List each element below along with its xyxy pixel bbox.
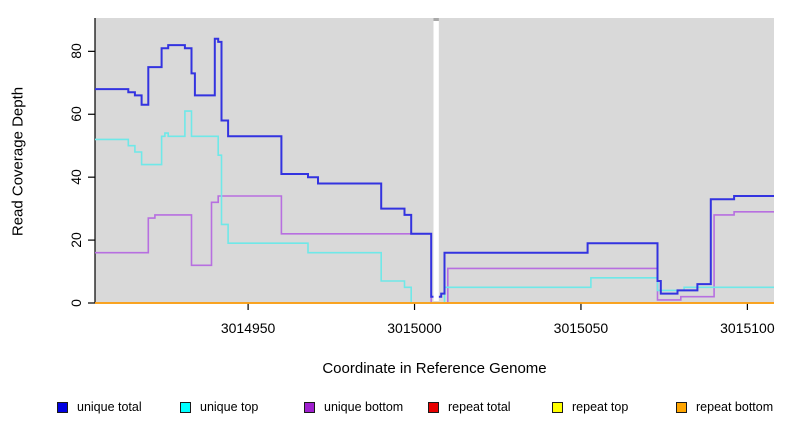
legend-swatch-unique-top	[180, 401, 191, 413]
legend-label: repeat total	[448, 400, 511, 414]
legend-swatch-repeat-top	[552, 401, 563, 413]
y-tick-label: 60	[68, 106, 84, 123]
y-tick-label: 0	[68, 299, 84, 307]
series-unique-top-line	[95, 110, 774, 304]
legend-swatch-unique-total	[57, 401, 68, 413]
legend-swatch-repeat-bottom	[676, 401, 687, 413]
legend-label: repeat top	[572, 400, 629, 414]
legend-item-unique-total: unique total	[57, 398, 142, 416]
x-axis-title: Coordinate in Reference Genome	[322, 360, 547, 377]
x-tick-label: 3015050	[553, 320, 609, 336]
legend-swatch-repeat-total	[428, 401, 439, 413]
legend-item-repeat-total: repeat total	[428, 398, 511, 416]
series-unique-bottom-line	[95, 195, 774, 304]
missing-data-gap-cap	[433, 18, 439, 21]
legend-label: unique bottom	[324, 400, 404, 414]
legend-label: repeat bottom	[696, 400, 774, 414]
series-unique-total-line	[95, 37, 774, 298]
y-axis-title: Read Coverage Depth	[9, 86, 27, 237]
legend-item-repeat-bottom: repeat bottom	[676, 398, 773, 416]
legend-label: unique total	[77, 400, 142, 414]
legend-item-unique-bottom: unique bottom	[304, 398, 403, 416]
legend: unique total unique top unique bottom repea…	[0, 398, 792, 420]
x-tick-label: 3014950	[220, 320, 276, 336]
legend-swatch-unique-bottom	[304, 401, 315, 413]
legend-item-unique-top: unique top	[180, 398, 258, 416]
y-tick-label: 20	[68, 232, 84, 248]
x-tick-label: 3015100	[720, 320, 775, 336]
x-tick-label: 3015000	[387, 320, 442, 336]
legend-label: unique top	[200, 400, 259, 414]
y-tick-label: 80	[68, 43, 84, 60]
missing-data-gap	[433, 21, 439, 301]
legend-item-repeat-top: repeat top	[552, 398, 628, 416]
y-tick-label: 40	[68, 169, 84, 185]
